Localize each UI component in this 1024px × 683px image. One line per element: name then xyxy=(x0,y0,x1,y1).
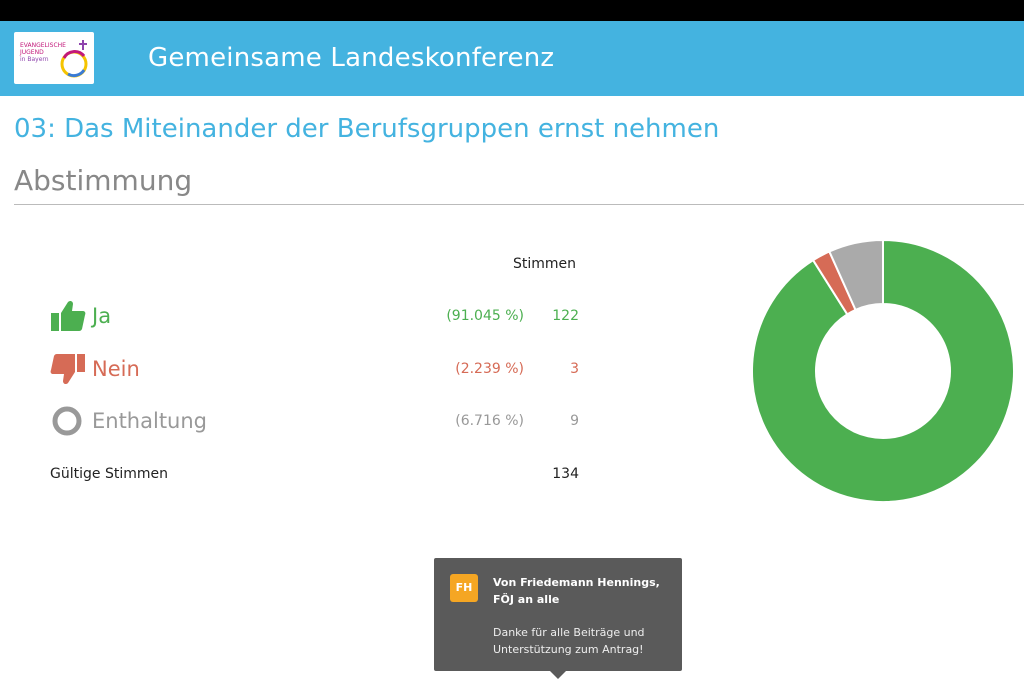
result-label-yes: Ja xyxy=(92,304,112,328)
logo-line-1: EVANGELISCHE xyxy=(20,42,66,49)
thumbs-down-icon xyxy=(50,354,85,385)
result-label-no: Nein xyxy=(92,357,140,381)
votes-donut-chart xyxy=(751,238,1015,503)
app-header: EVANGELISCHE JUGEND in Bayern Gemeinsame… xyxy=(0,21,1024,96)
donut-slice-ja xyxy=(751,238,1015,503)
chat-pointer xyxy=(550,671,566,679)
app-title: Gemeinsame Landeskonferenz xyxy=(148,43,555,73)
logo-line-2: JUGEND xyxy=(20,49,44,56)
logo-text: EVANGELISCHE JUGEND in Bayern xyxy=(20,42,66,63)
valid-votes-value: 134 xyxy=(552,466,579,482)
votes-column-header: Stimmen xyxy=(513,256,577,272)
result-percent-yes: (91.045 %) xyxy=(446,308,524,324)
page-subtitle: Abstimmung xyxy=(14,164,193,197)
result-count-no: 3 xyxy=(570,361,579,377)
avatar: FH xyxy=(450,574,478,602)
result-count-yes: 122 xyxy=(552,308,579,324)
valid-votes-label: Gültige Stimmen xyxy=(50,466,168,482)
donut-slice-enthaltung xyxy=(828,238,884,312)
result-percent-abstain: (6.716 %) xyxy=(455,413,524,429)
page-title: 03: Das Miteinander der Berufsgruppen er… xyxy=(14,114,720,144)
chat-message: Danke für alle Beiträge und Unterstützun… xyxy=(493,626,645,656)
logo-ring-icon xyxy=(60,40,88,78)
circle-icon xyxy=(52,406,82,436)
result-percent-no: (2.239 %) xyxy=(455,361,524,377)
divider xyxy=(14,204,1024,205)
result-count-abstain: 9 xyxy=(570,413,579,429)
result-row-abstain: Enthaltung (6.716 %) 9 xyxy=(50,403,590,443)
logo: EVANGELISCHE JUGEND in Bayern xyxy=(14,32,94,84)
chat-sender: Von Friedemann Hennings, FÖJ an alle xyxy=(493,576,660,606)
thumbs-up-icon xyxy=(51,300,86,331)
result-row-no: Nein (2.239 %) 3 xyxy=(50,351,590,391)
logo-line-3: in Bayern xyxy=(20,56,49,63)
chat-notification[interactable]: FH Von Friedemann Hennings, FÖJ an alle … xyxy=(434,558,682,671)
result-label-abstain: Enthaltung xyxy=(92,409,208,433)
result-row-yes: Ja (91.045 %) 122 xyxy=(50,298,590,338)
window-top-bar xyxy=(0,0,1024,21)
